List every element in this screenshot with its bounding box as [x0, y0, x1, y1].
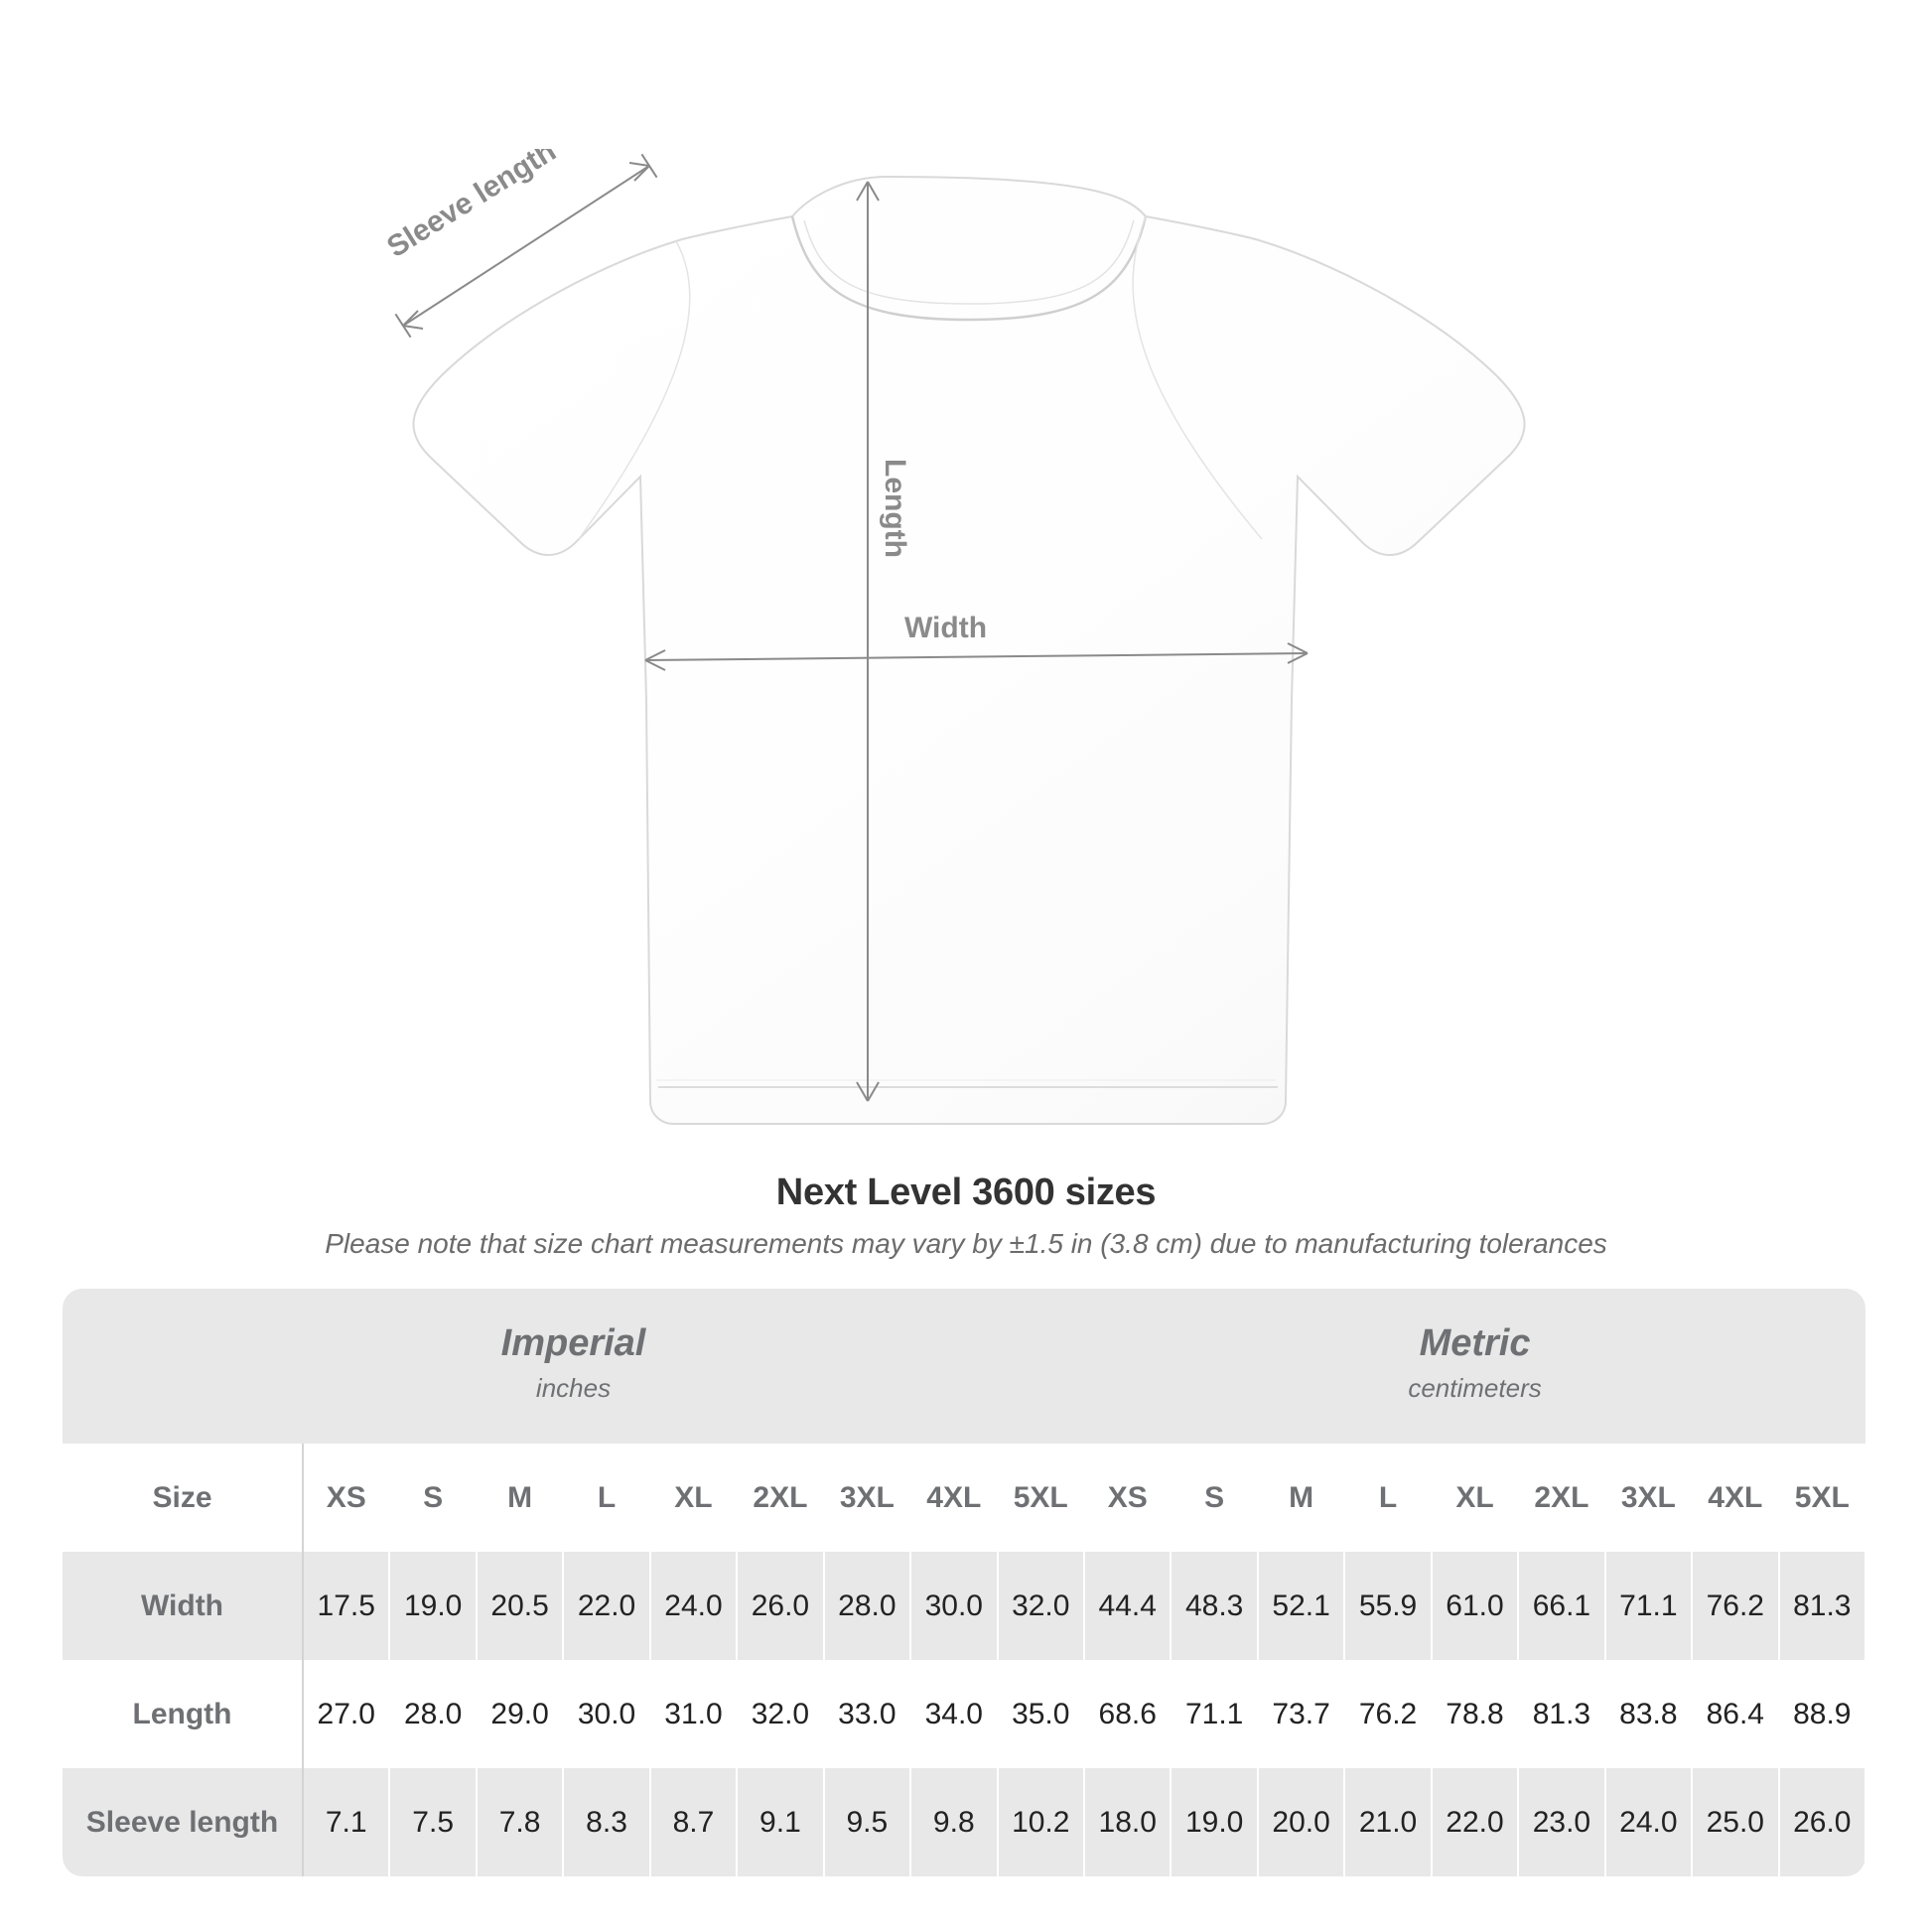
- svg-text:Width: Width: [904, 612, 987, 644]
- svg-text:Length: Length: [879, 459, 911, 558]
- svg-text:Sleeve length: Sleeve length: [381, 149, 562, 264]
